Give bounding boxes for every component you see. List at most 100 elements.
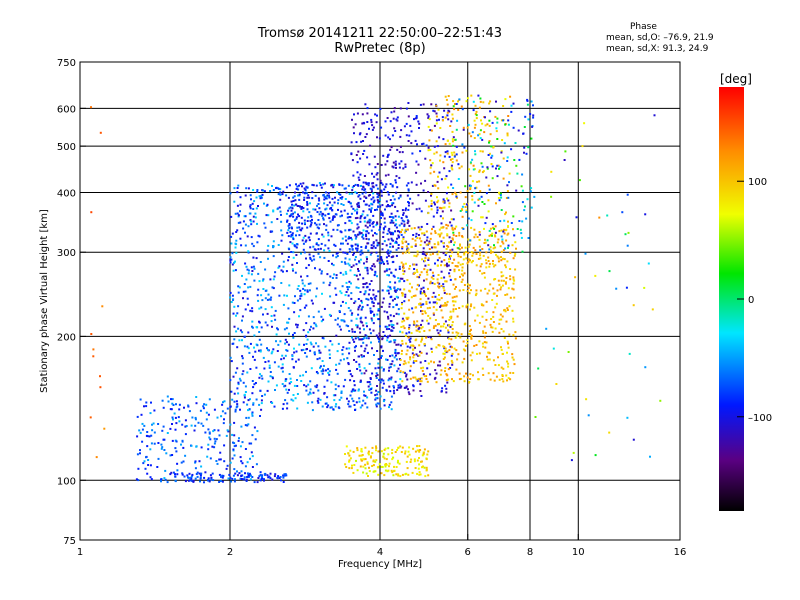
data-point	[455, 331, 458, 334]
data-point	[164, 478, 167, 481]
data-point	[466, 126, 469, 129]
data-point	[487, 372, 490, 375]
data-point	[506, 360, 509, 363]
data-point	[420, 240, 423, 243]
data-point	[378, 335, 381, 337]
data-point	[403, 319, 406, 322]
data-point	[427, 336, 430, 338]
data-point	[409, 358, 412, 361]
data-point	[357, 202, 360, 205]
data-point	[495, 167, 497, 170]
chart-subtitle: RwPretec (8p)	[334, 41, 426, 56]
data-point	[275, 333, 278, 336]
data-point	[462, 128, 465, 131]
data-point	[537, 367, 540, 370]
data-point	[261, 299, 264, 302]
data-point	[387, 193, 390, 196]
data-point	[366, 112, 369, 115]
data-point	[397, 230, 399, 233]
data-point	[431, 350, 433, 353]
data-point	[427, 115, 430, 118]
data-point	[496, 241, 499, 244]
data-point	[379, 198, 381, 201]
data-point	[289, 231, 292, 233]
data-point	[319, 351, 322, 354]
data-point	[484, 346, 487, 349]
data-point	[312, 184, 315, 187]
data-point	[315, 242, 318, 245]
data-point	[366, 230, 369, 233]
data-point	[92, 355, 95, 358]
data-point	[425, 271, 428, 274]
data-point	[388, 302, 391, 305]
data-point	[424, 157, 427, 160]
data-point	[407, 316, 410, 319]
data-point	[376, 275, 378, 278]
data-point	[346, 252, 349, 255]
data-point	[335, 276, 338, 279]
data-point	[278, 206, 281, 209]
data-point	[524, 115, 527, 118]
data-point	[303, 219, 306, 222]
data-point	[399, 363, 401, 366]
data-point	[372, 245, 375, 248]
data-point	[416, 275, 419, 278]
data-point	[514, 253, 517, 255]
data-point	[478, 106, 481, 109]
data-point	[567, 351, 570, 353]
data-point	[420, 323, 422, 326]
data-point	[236, 470, 238, 473]
data-point	[337, 385, 340, 388]
data-point	[332, 394, 335, 397]
data-point	[507, 244, 510, 247]
data-point	[296, 243, 299, 246]
data-point	[429, 159, 432, 162]
data-point	[392, 195, 395, 198]
data-point	[393, 364, 396, 367]
data-point	[440, 309, 443, 312]
data-point	[337, 199, 340, 202]
data-point	[353, 302, 356, 304]
data-point	[405, 134, 408, 137]
data-point	[383, 404, 386, 407]
data-point	[507, 220, 509, 223]
data-point	[508, 305, 511, 308]
data-point	[388, 305, 391, 308]
data-point	[308, 289, 311, 292]
data-point	[387, 204, 389, 206]
data-point	[471, 195, 474, 198]
data-point	[181, 472, 184, 475]
data-point	[379, 226, 382, 229]
data-point	[397, 352, 400, 355]
data-point	[391, 185, 394, 188]
data-point	[342, 385, 345, 388]
data-point	[435, 372, 438, 375]
data-point	[334, 394, 337, 397]
data-point	[427, 146, 430, 149]
data-point	[370, 207, 373, 210]
data-point	[491, 232, 494, 235]
data-point	[442, 236, 445, 239]
data-point	[357, 388, 360, 391]
data-point	[306, 401, 309, 404]
data-point	[267, 348, 269, 351]
data-point	[438, 323, 440, 326]
data-point	[391, 204, 394, 207]
data-point	[351, 186, 354, 189]
data-point	[327, 247, 330, 250]
data-point	[211, 445, 214, 448]
data-point	[406, 249, 409, 252]
data-point	[408, 446, 411, 449]
data-point	[324, 208, 327, 211]
data-point	[378, 228, 381, 231]
data-point	[377, 366, 380, 369]
data-point	[270, 221, 273, 224]
data-point	[509, 378, 512, 381]
data-point	[218, 458, 221, 461]
data-point	[328, 250, 331, 252]
data-point	[459, 263, 462, 266]
data-point	[286, 349, 289, 352]
data-point	[491, 234, 493, 237]
data-point	[436, 264, 439, 267]
